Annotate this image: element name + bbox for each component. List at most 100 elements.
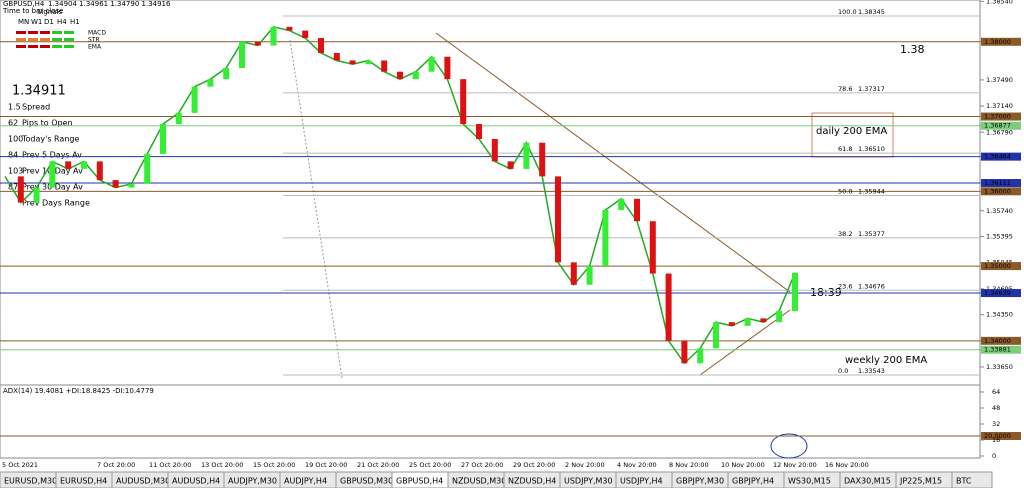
signal-cell xyxy=(64,31,74,34)
signal-cell xyxy=(40,31,50,34)
candle xyxy=(476,124,482,139)
candle xyxy=(254,41,261,46)
axis-label: 1.34695 xyxy=(986,285,1013,293)
tab-label[interactable]: EURUSD,M30 xyxy=(4,477,57,486)
tab-label[interactable]: BTC xyxy=(956,477,972,486)
fib-price: 1.33543 xyxy=(858,367,885,375)
tab-label[interactable]: AUDJPY,M30 xyxy=(228,477,277,486)
axis-label: 1.36877 xyxy=(984,122,1011,130)
level-box xyxy=(981,262,1021,271)
signal-name: MACD xyxy=(88,30,106,37)
date-label: 13 Oct 20:00 xyxy=(201,461,243,469)
tab-label[interactable]: GBPJPY,H4 xyxy=(732,477,774,486)
candle xyxy=(776,310,783,323)
axis-label: 1.33881 xyxy=(984,346,1011,354)
adx-tick-label: 20.0000 xyxy=(984,432,1011,440)
tab-label[interactable]: AUDUSD,M30 xyxy=(116,477,170,486)
trendline xyxy=(435,32,791,293)
level-box xyxy=(981,121,1021,130)
adx-label: ADX(14) 19.4081 +DI:18.8425 -DI:10.4779 xyxy=(3,387,154,395)
annotation: 18:39 xyxy=(810,286,842,299)
candle xyxy=(444,56,451,80)
date-label: 19 Oct 20:00 xyxy=(305,461,347,469)
tab-label[interactable]: USDJPY,M30 xyxy=(564,477,613,486)
date-label: 27 Oct 20:00 xyxy=(461,461,503,469)
candle xyxy=(96,161,103,181)
axis-label: 1.36464 xyxy=(984,153,1011,161)
level-box xyxy=(981,187,1021,196)
axis-label: 1.37140 xyxy=(986,102,1013,110)
tab-label[interactable]: GBPJPY,M30 xyxy=(676,477,724,486)
candle xyxy=(397,71,403,80)
highlight-ellipse xyxy=(770,433,808,459)
candle xyxy=(523,142,530,169)
level-box xyxy=(981,336,1021,345)
trendline xyxy=(699,309,791,376)
fib-ratio: 100.0 xyxy=(838,8,857,16)
fib-ratio: 78.6 xyxy=(838,85,852,93)
candle xyxy=(112,180,119,188)
stat-label: Prev 5 Days Av xyxy=(22,151,82,160)
tab-label[interactable]: NZDUSD,H4 xyxy=(508,477,556,486)
tab-label[interactable]: NZDUSD,M30 xyxy=(452,477,506,486)
candle xyxy=(349,60,356,65)
candle xyxy=(728,322,735,326)
candle xyxy=(792,272,798,311)
candle xyxy=(318,38,324,54)
date-label: 15 Oct 20:00 xyxy=(253,461,295,469)
stat-num: 87 xyxy=(8,183,18,192)
level-box xyxy=(981,179,1021,188)
signal-cell xyxy=(52,38,62,41)
tab-label[interactable]: AUDJPY,H4 xyxy=(284,477,327,486)
tab[interactable] xyxy=(951,471,993,488)
signal-cell xyxy=(16,38,26,41)
candle xyxy=(713,322,719,349)
candle xyxy=(270,26,277,46)
tab-label[interactable]: GBPUSD,M30 xyxy=(340,477,393,486)
level-box xyxy=(981,345,1021,354)
candle xyxy=(333,53,340,61)
tab-label[interactable]: WS30,M15 xyxy=(788,477,831,486)
candle xyxy=(491,138,498,162)
candle xyxy=(239,41,245,68)
candle xyxy=(191,86,198,113)
tab-label[interactable]: AUDUSD,H4 xyxy=(172,477,220,486)
candle xyxy=(49,161,56,188)
candle xyxy=(144,153,151,184)
adx-tick-label: 0 xyxy=(992,452,996,460)
timeframe: MN xyxy=(18,18,29,26)
fib-price: 1.36510 xyxy=(858,145,885,153)
candle xyxy=(428,56,435,72)
trendline xyxy=(289,39,343,379)
stat-num: 100 xyxy=(8,135,23,144)
candle xyxy=(286,26,293,31)
candle xyxy=(760,318,767,323)
candle xyxy=(744,318,751,326)
stat-num: 103 xyxy=(8,167,23,176)
axis-label: 1.36111 xyxy=(984,179,1011,187)
signal-cell xyxy=(16,45,26,48)
adx-tick-label: 48 xyxy=(992,404,1000,412)
chart-frame xyxy=(0,0,981,459)
date-label: 7 Oct 20:00 xyxy=(97,461,135,469)
axis-label: 1.35740 xyxy=(986,207,1013,215)
timeframe: W1 xyxy=(31,18,42,26)
date-label: 4 Nov 20:00 xyxy=(617,461,657,469)
axis-label: 1.38540 xyxy=(986,0,1013,5)
tab-label[interactable]: EURUSD,H4 xyxy=(60,477,107,486)
tab-label[interactable]: JP225,M15 xyxy=(899,477,942,486)
tab-label[interactable]: GBPUSD,H4 xyxy=(396,477,443,486)
level-box xyxy=(981,112,1021,121)
stat-num: 1.5 xyxy=(8,103,21,112)
fib-ratio: 38.2 xyxy=(838,230,852,238)
tab-label[interactable]: DAX30,M15 xyxy=(844,477,891,486)
candle xyxy=(634,198,640,222)
fib-ratio: 0.0 xyxy=(838,367,848,375)
candle xyxy=(160,124,166,154)
axis-label: 1.34000 xyxy=(984,337,1011,345)
tab-label[interactable]: USDJPY,H4 xyxy=(620,477,663,486)
date-label: 8 Nov 20:00 xyxy=(669,461,709,469)
level-box xyxy=(981,152,1021,161)
adx-tick-label: 64 xyxy=(992,388,1000,396)
